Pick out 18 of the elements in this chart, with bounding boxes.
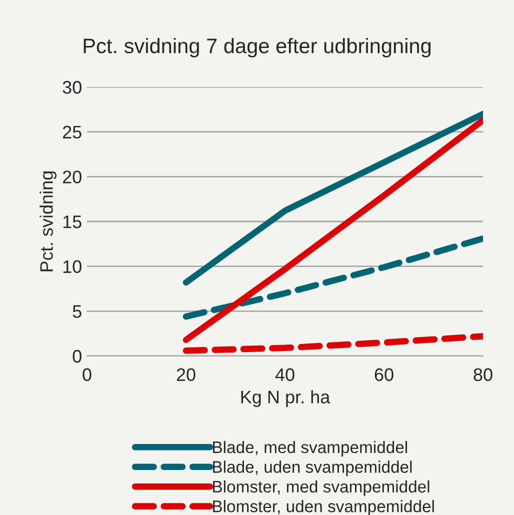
y-tick-label: 20 <box>62 170 82 184</box>
x-axis-title: Kg N pr. ha <box>241 390 330 408</box>
y-tick-label: 5 <box>72 305 82 318</box>
y-tick-label: 30 <box>62 80 82 94</box>
legend-label: Blomster, med svampemiddel <box>213 480 430 496</box>
chart-title: Pct. svidning 7 dage efter udbringning <box>84 38 431 58</box>
x-tick-label: 20 <box>176 368 196 382</box>
y-tick-label: 25 <box>62 126 82 139</box>
y-tick-label: 15 <box>63 216 82 228</box>
x-tick-label: 60 <box>374 368 394 382</box>
legend-label: Blade, uden svampemiddel <box>213 460 412 476</box>
legend-label: Blade, med svampemiddel <box>213 440 407 456</box>
y-tick-label: 0 <box>72 350 82 363</box>
y-tick-label: 10 <box>63 260 82 274</box>
x-tick-label: 0 <box>82 368 92 382</box>
y-axis-title: Pct. svidning <box>40 171 56 272</box>
x-tick-label: 40 <box>275 368 294 382</box>
x-tick-label: 80 <box>474 368 492 382</box>
